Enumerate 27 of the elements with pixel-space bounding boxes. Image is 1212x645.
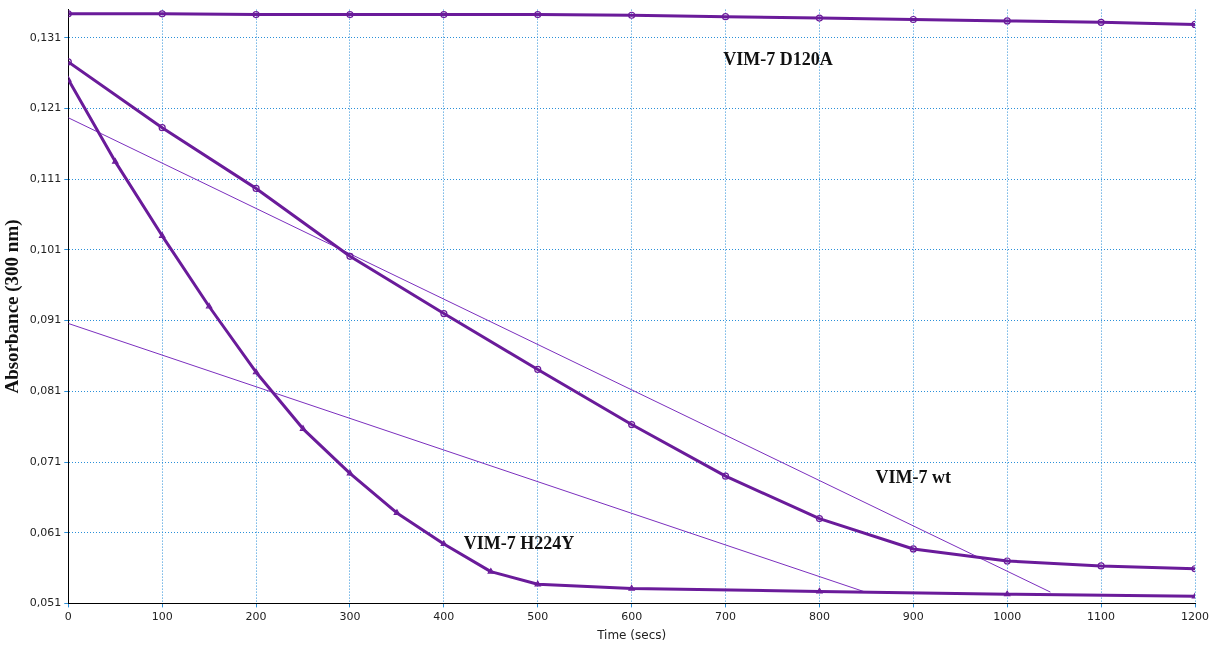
x-tick-label: 400 <box>433 609 455 623</box>
x-tick-label: 1100 <box>1087 609 1116 623</box>
y-tick-label: 0,111 <box>29 172 62 186</box>
y-tick-label: 0,081 <box>29 384 62 398</box>
x-tick-label: 300 <box>339 609 361 623</box>
x-tick-label: 600 <box>621 609 643 623</box>
y-tick-label: 0,061 <box>29 525 62 539</box>
x-tick-label: 500 <box>527 609 549 623</box>
y-axis-title: Absorbance (300 nm) <box>1 219 24 394</box>
x-tick-label: 0 <box>64 609 72 623</box>
x-tick-label: 200 <box>245 609 267 623</box>
x-tick-label: 1200 <box>1181 609 1209 623</box>
x-tick-label: 800 <box>808 609 830 623</box>
y-tick-label: 0,101 <box>29 242 62 256</box>
x-tick-label: 1000 <box>993 609 1022 623</box>
x-axis-title: Time (secs) <box>596 627 667 642</box>
y-tick-label: 0,121 <box>29 101 62 115</box>
y-tick-label: 0,091 <box>29 313 62 327</box>
y-tick-label: 0,131 <box>29 30 62 44</box>
text: VIM-7 wt <box>875 467 952 488</box>
y-tick-label: 0,071 <box>29 454 62 468</box>
y-tick-label: 0,051 <box>29 596 62 610</box>
x-tick-label: 100 <box>151 609 173 623</box>
x-tick-label: 900 <box>902 609 924 623</box>
series-label: VIM-7 H224Y <box>463 532 575 553</box>
series-label: VIM-7 D120A <box>723 48 833 69</box>
x-tick-label: 700 <box>715 609 737 623</box>
